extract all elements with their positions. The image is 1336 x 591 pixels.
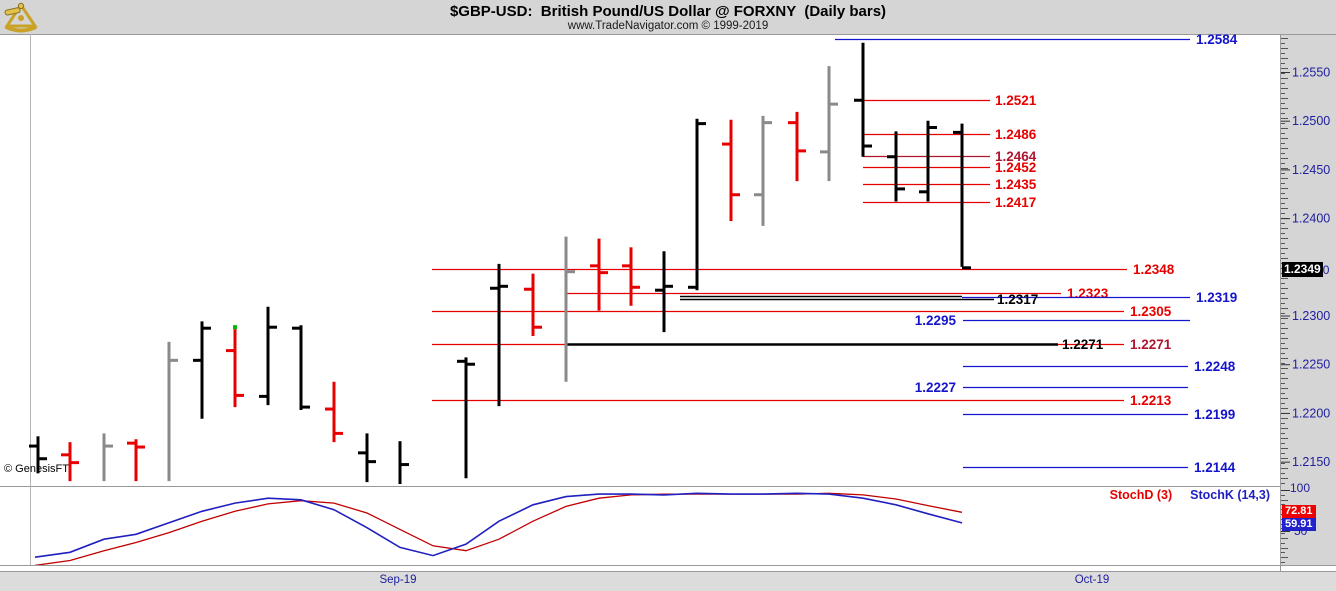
level-label: 1.2464 [995, 149, 1037, 164]
level-label: 1.2348 [1133, 262, 1175, 277]
level-label: 1.2323 [1067, 286, 1109, 301]
level-label: 1.2584 [1196, 32, 1238, 47]
level-label: 1.2271 [1062, 337, 1104, 352]
level-label: 1.2435 [995, 177, 1037, 192]
price-axis-label: 1.2500 [1292, 114, 1330, 128]
current-price-readout: 1.2349 0 [1282, 262, 1329, 277]
stochk-curve [34, 492, 963, 558]
level-label: 1.2213 [1130, 393, 1172, 408]
stochd-legend-label: StochD (3) [1109, 488, 1173, 502]
price-axis-label: 1.2250 [1292, 358, 1330, 372]
stochk-legend-label: StochK (14,3) [1190, 488, 1270, 502]
price-axis-label: 1.2200 [1292, 406, 1330, 420]
level-label: 1.2199 [1194, 407, 1235, 422]
date-axis-band [0, 571, 1336, 591]
level-label: 1.2417 [995, 195, 1036, 210]
level-label: 1.2271 [1130, 337, 1172, 352]
level-label: 1.2295 [915, 313, 957, 328]
bottom-spacer-strip [0, 565, 1336, 571]
price-axis-strip [1281, 34, 1336, 571]
price-axis-label: 1.2150 [1292, 455, 1330, 469]
level-label: 1.2319 [1196, 290, 1237, 305]
stochd-value-badge: 72.81 [1282, 505, 1316, 518]
price-axis-label: 1.2400 [1292, 212, 1330, 226]
level-label: 1.2248 [1194, 359, 1236, 374]
level-label: 1.2521 [995, 93, 1037, 108]
level-label: 1.2486 [995, 127, 1037, 142]
genesis-sextant-icon [4, 2, 38, 33]
genesis-credit: © GenesisFT [4, 463, 69, 475]
x-axis-label-sep19: Sep-19 [379, 574, 417, 586]
stoch-legend: StochD (3) StochK (14,3) [1020, 488, 1270, 502]
current-price-suffix: 0 [1322, 262, 1330, 277]
level-label: 1.2305 [1130, 304, 1172, 319]
level-label: 1.2452 [995, 160, 1036, 175]
price-panel-background[interactable] [0, 34, 1281, 565]
stochk-value-badge: 59.91 [1282, 518, 1316, 531]
stoch-axis-100: 100 [1290, 481, 1311, 495]
price-axis-label: 1.2450 [1292, 163, 1330, 177]
chart-title: $GBP-USD: British Pound/US Dollar @ FORX… [449, 3, 887, 20]
x-axis-label-oct19: Oct-19 [1074, 574, 1110, 586]
signal-dot [233, 325, 237, 330]
level-label: 1.2317 [997, 292, 1038, 307]
level-label: 1.2144 [1194, 460, 1236, 475]
chart-subtitle: www.TradeNavigator.com © 1999-2019 [567, 20, 769, 32]
current-price-value: 1.2349 [1282, 262, 1323, 277]
price-axis-label: 1.2550 [1292, 65, 1330, 79]
level-label: 1.2227 [915, 380, 956, 395]
price-axis-label: 1.2300 [1292, 309, 1330, 323]
